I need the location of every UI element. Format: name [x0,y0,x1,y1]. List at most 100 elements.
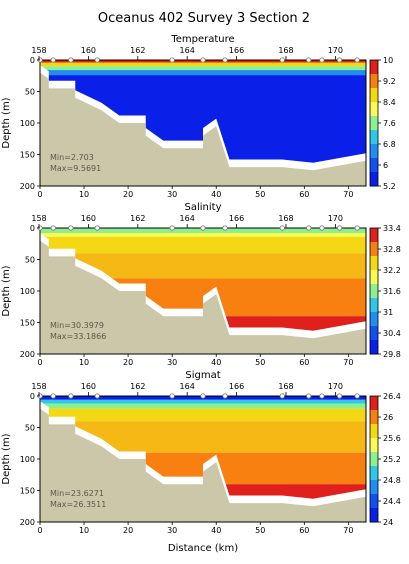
x-tick-label: 0 [37,190,42,199]
station-tick-label: 170 [328,382,343,391]
contour-band [40,403,366,409]
y-tick-label: 0 [30,224,35,233]
colorbar-swatch [370,424,378,439]
colorbar-swatch [370,158,378,173]
contour-band [40,233,366,237]
colorbar-swatch [370,466,378,481]
colorbar-tick-label: 32.2 [383,266,401,275]
max-annotation: Max=9.5691 [50,164,101,173]
colorbar-tick-label: 8.4 [383,98,396,107]
colorbar-tick-label: 26.4 [383,392,401,401]
station-marker [222,57,228,63]
x-tick-label: 30 [167,526,177,535]
colorbar-tick-label: 26 [383,413,393,422]
y-tick-label: 150 [20,151,35,160]
station-marker [169,225,175,231]
plot-area [40,396,366,522]
station-marker [169,393,175,399]
station-marker [200,225,206,231]
x-tick-label: 50 [255,190,265,199]
colorbar-swatch [370,144,378,159]
y-tick-label: 100 [20,287,35,296]
colorbar-swatch [370,102,378,117]
colorbar-tick-label: 29.8 [383,350,401,359]
station-marker [279,57,285,63]
contour-band [40,408,366,422]
x-tick-label: 60 [299,358,309,367]
station-tick-label: 160 [81,46,96,55]
colorbar-swatch [370,60,378,75]
section-panel: Sigmat 158 160 162 164 166 168 170 0 10 20 30 40 50 60… [1,370,401,535]
station-marker [306,393,312,399]
station-tick-label: 166 [229,382,244,391]
colorbar-tick-label: 30.4 [383,329,401,338]
seafloor [40,72,366,186]
station-marker [200,57,206,63]
station-marker [306,225,312,231]
colorbar-swatch [370,130,378,145]
max-annotation: Max=26.3511 [50,500,106,509]
colorbar-tick-label: 24.4 [383,497,401,506]
x-tick-label: 50 [255,526,265,535]
station-marker [306,57,312,63]
station-marker [222,393,228,399]
plot-area [40,228,366,354]
colorbar-tick-label: 6 [383,161,388,170]
station-marker [94,57,100,63]
x-tick-label: 0 [37,526,42,535]
colorbar-swatch [370,270,378,285]
x-tick-label: 10 [79,358,89,367]
colorbar-tick-label: 25.2 [383,455,401,464]
colorbar-tick-label: 6.8 [383,140,396,149]
x-tick-label: 20 [123,190,133,199]
x-tick-label: 40 [211,190,221,199]
station-tick-label: 170 [328,214,343,223]
station-tick-label: 164 [180,214,195,223]
panel-title: Salinity [185,202,222,213]
colorbar-tick-label: 32.8 [383,245,401,254]
contour-band [40,236,366,254]
y-tick-label: 50 [25,256,35,265]
plot-area [40,60,366,186]
y-tick-label: 100 [20,119,35,128]
colorbar-swatch [370,438,378,453]
colorbar-swatch [370,172,378,187]
colorbar-tick-label: 10 [383,56,393,65]
station-marker [50,225,56,231]
station-marker [68,393,74,399]
y-tick-label: 50 [25,88,35,97]
min-annotation: Min=23.6271 [50,489,104,498]
station-marker [68,225,74,231]
station-tick-label: 168 [278,46,293,55]
colorbar-swatch [370,242,378,257]
station-tick-label: 164 [180,382,195,391]
min-annotation: Min=30.3979 [50,321,104,330]
contour-band [40,66,366,71]
x-axis-label: Distance (km) [168,543,238,554]
x-tick-label: 30 [167,358,177,367]
y-tick-label: 100 [20,455,35,464]
station-marker [222,225,228,231]
y-tick-label: 150 [20,487,35,496]
colorbar-tick-label: 7.6 [383,119,396,128]
colorbar-swatch [370,326,378,341]
x-tick-label: 30 [167,190,177,199]
y-tick-label: 200 [20,182,35,191]
station-tick-label: 162 [130,214,145,223]
colorbar-swatch [370,116,378,131]
contour-band [40,62,366,67]
station-marker [319,393,325,399]
colorbar-swatch [370,480,378,495]
colorbar-swatch [370,508,378,523]
panel-title: Sigmat [185,370,220,381]
y-tick-label: 50 [25,424,35,433]
station-tick-label: 168 [278,214,293,223]
x-tick-label: 40 [211,358,221,367]
station-marker [50,393,56,399]
colorbar-swatch [370,312,378,327]
colorbar-tick-label: 31 [383,308,393,317]
x-tick-label: 10 [79,526,89,535]
x-tick-label: 70 [343,190,353,199]
colorbar-tick-label: 24 [383,518,393,527]
